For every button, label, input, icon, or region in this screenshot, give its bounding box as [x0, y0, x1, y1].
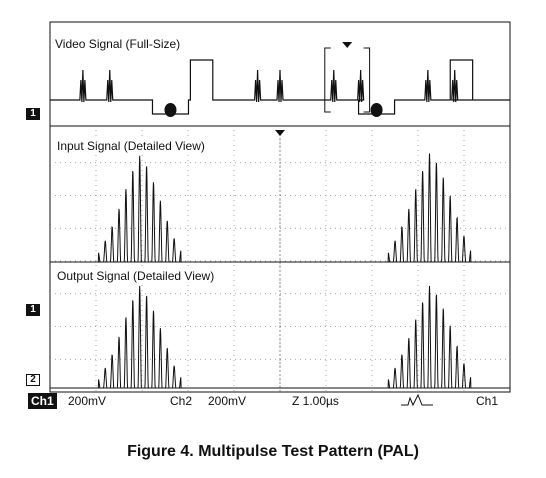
trigger-slope-icon	[400, 393, 434, 411]
ch2-label: Ch2	[170, 394, 193, 408]
ch1-scale: 200mV	[68, 394, 107, 408]
timebase: Z 1.00µs	[292, 394, 339, 408]
channel1-video-marker: 1	[26, 108, 40, 120]
ch1-label: Ch1	[28, 393, 57, 409]
input-signal-burst-2	[360, 153, 499, 263]
zoom-bracket-right	[363, 47, 371, 113]
sync-blob	[370, 103, 383, 117]
channel1-marker: 1	[26, 304, 40, 316]
figure-caption: Figure 4. Multipulse Test Pattern (PAL)	[127, 443, 419, 460]
output-signal-burst-2	[360, 285, 499, 389]
input-signal-burst-1	[70, 155, 209, 263]
trigger-source: Ch1	[476, 394, 499, 408]
trigger-position-marker	[275, 130, 285, 136]
ch2-scale: 200mV	[208, 394, 247, 408]
oscilloscope-display: Video Signal (Full-Size) Input Signal (D…	[20, 12, 520, 412]
channel2-marker: 2	[26, 374, 40, 386]
zoom-bracket-left	[324, 47, 331, 113]
scope-plot	[49, 21, 511, 393]
input-panel-title: Input Signal (Detailed View)	[56, 139, 206, 153]
output-panel-title: Output Signal (Detailed View)	[56, 269, 216, 283]
sync-blob	[164, 103, 177, 117]
zoom-marker	[342, 42, 353, 48]
video-signal-trace	[50, 59, 510, 115]
video-panel-title: Video Signal (Full-Size)	[54, 37, 182, 51]
output-signal-burst-1	[70, 285, 209, 389]
scope-status-bar: Ch1 200mV Ch2 200mV Z 1.00µs Ch1	[28, 393, 520, 409]
